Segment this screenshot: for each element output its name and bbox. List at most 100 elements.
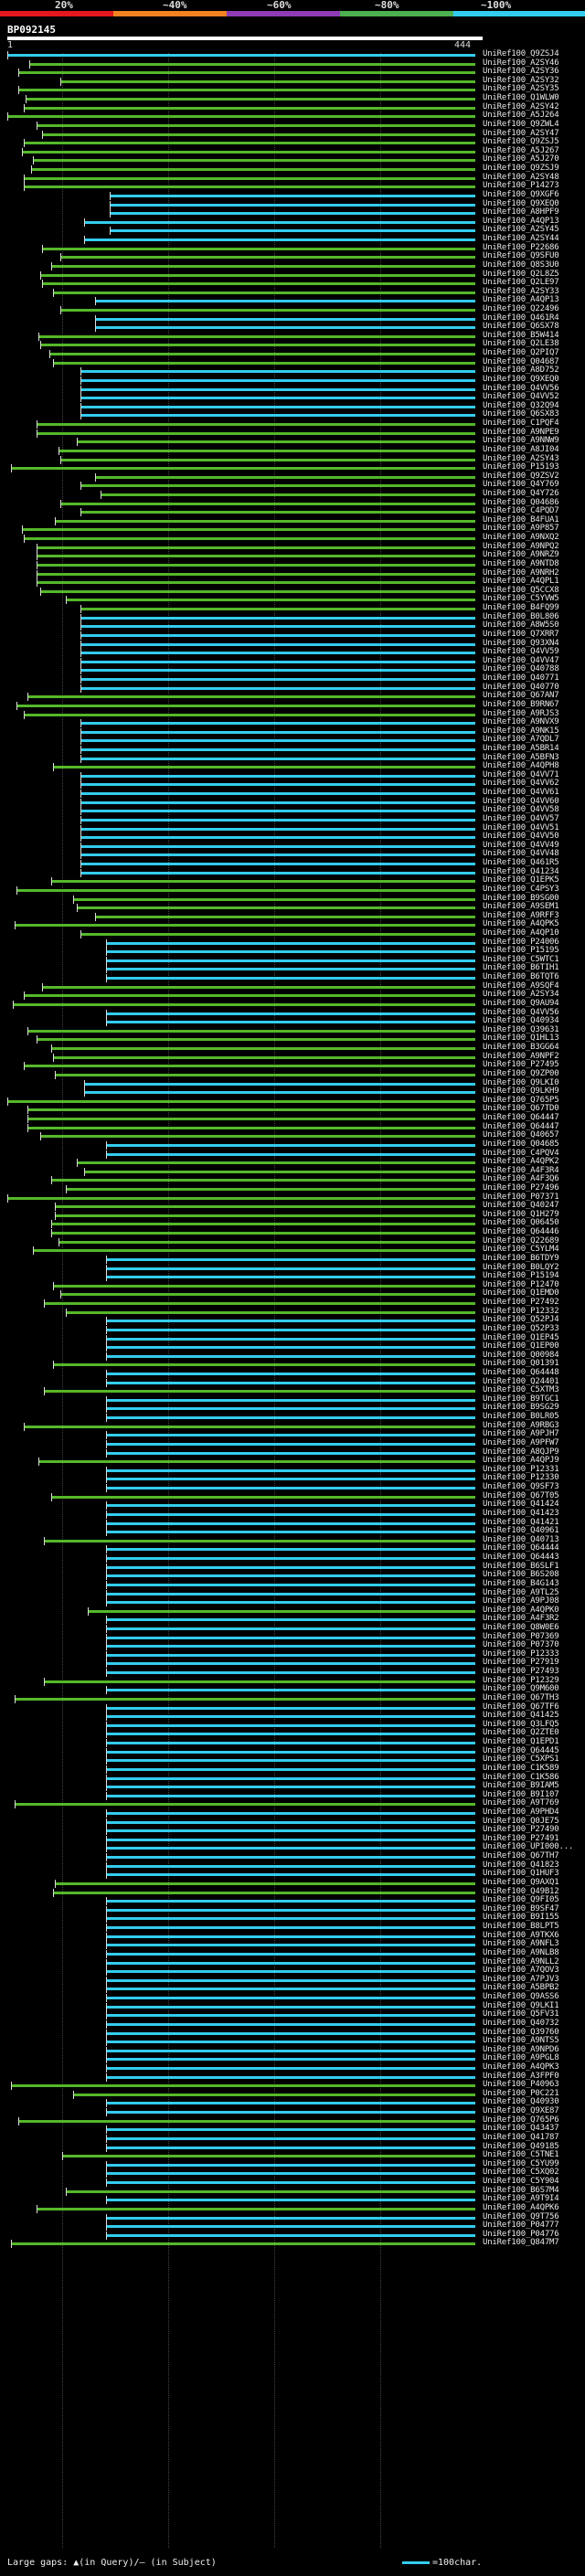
alignment-bar[interactable]	[24, 186, 475, 189]
hit-row[interactable]: UniRef100_P04776	[0, 2230, 585, 2240]
alignment-bar[interactable]	[53, 361, 475, 365]
hit-row[interactable]: UniRef100_Q4VV50	[0, 832, 585, 843]
hit-label[interactable]: UniRef100_B6TQT6	[483, 972, 559, 982]
alignment-bar[interactable]	[88, 1609, 475, 1613]
hit-row[interactable]: UniRef100_A4QP13	[0, 217, 585, 227]
alignment-bar[interactable]	[106, 2005, 475, 2009]
hit-row[interactable]: UniRef100_P12329	[0, 1676, 585, 1686]
hit-label[interactable]: UniRef100_Q4VV60	[483, 796, 559, 806]
alignment-bar[interactable]	[106, 1373, 475, 1375]
alignment-bar[interactable]	[55, 1073, 475, 1076]
hit-row[interactable]: UniRef100_C1PQF4	[0, 419, 585, 429]
alignment-bar[interactable]	[106, 1988, 475, 1991]
hit-label[interactable]: UniRef100_A2SY33	[483, 286, 559, 296]
hit-row[interactable]: UniRef100_Q41423	[0, 1509, 585, 1519]
hit-label[interactable]: UniRef100_A9TL25	[483, 1587, 559, 1597]
alignment-bar[interactable]	[106, 1970, 475, 1974]
hit-label[interactable]: UniRef100_Q8S3U0	[483, 260, 559, 270]
hit-row[interactable]: UniRef100_A2SY48	[0, 173, 585, 183]
alignment-bar[interactable]	[80, 792, 475, 796]
hit-label[interactable]: UniRef100_Q41425	[483, 1711, 559, 1721]
alignment-bar[interactable]	[106, 1794, 475, 1797]
hit-row[interactable]: UniRef100_A9SEM1	[0, 902, 585, 913]
hit-row[interactable]: UniRef100_B8LPT5	[0, 1922, 585, 1933]
alignment-bar[interactable]	[62, 2155, 475, 2158]
hit-row[interactable]: UniRef100_P15195	[0, 946, 585, 957]
hit-row[interactable]: UniRef100_Q1EP00	[0, 1341, 585, 1352]
alignment-bar[interactable]	[16, 888, 475, 892]
alignment-bar[interactable]	[80, 686, 475, 690]
hit-row[interactable]: UniRef100_A9T769	[0, 1798, 585, 1809]
hit-row[interactable]: UniRef100_Q93XN4	[0, 639, 585, 649]
alignment-bar[interactable]	[80, 800, 475, 804]
alignment-bar[interactable]	[106, 1574, 475, 1578]
hit-row[interactable]: UniRef100_A9TL25	[0, 1587, 585, 1598]
alignment-bar[interactable]	[80, 414, 475, 418]
alignment-bar[interactable]	[110, 212, 475, 216]
hit-row[interactable]: UniRef100_A8QJP9	[0, 1447, 585, 1458]
hit-label[interactable]: UniRef100_A4QPH8	[483, 761, 559, 771]
hit-label[interactable]: UniRef100_P04777	[483, 2221, 559, 2231]
hit-row[interactable]: UniRef100_Q2PIQ7	[0, 348, 585, 359]
hit-row[interactable]: UniRef100_Q9XEQ0	[0, 375, 585, 385]
alignment-bar[interactable]	[53, 1284, 475, 1288]
hit-label[interactable]: UniRef100_Q4VV61	[483, 788, 559, 798]
alignment-bar[interactable]	[106, 1653, 475, 1657]
hit-label[interactable]: UniRef100_Q4Y726	[483, 489, 559, 498]
hit-row[interactable]: UniRef100_C1K589	[0, 1764, 585, 1774]
hit-row[interactable]: UniRef100_P12331	[0, 1465, 585, 1475]
hit-row[interactable]: UniRef100_Q1H279	[0, 1210, 585, 1220]
hit-label[interactable]: UniRef100_A9NPE9	[483, 427, 559, 437]
hit-label[interactable]: UniRef100_Q67TH7	[483, 1851, 559, 1861]
hit-row[interactable]: UniRef100_Q04685	[0, 1140, 585, 1150]
hit-row[interactable]: UniRef100_Q39760	[0, 2028, 585, 2038]
hit-label[interactable]: UniRef100_Q49185	[483, 2141, 559, 2151]
hit-row[interactable]: UniRef100_A2SY47	[0, 129, 585, 139]
hit-row[interactable]: UniRef100_B5W414	[0, 331, 585, 341]
hit-label[interactable]: UniRef100_P14273	[483, 181, 559, 191]
alignment-bar[interactable]	[106, 1944, 475, 1947]
alignment-bar[interactable]	[44, 1390, 475, 1394]
alignment-bar[interactable]	[106, 2225, 475, 2229]
hit-row[interactable]: UniRef100_Q1EMD0	[0, 1288, 585, 1299]
alignment-bar[interactable]	[106, 2128, 475, 2132]
hit-row[interactable]: UniRef100_Q4VV51	[0, 823, 585, 833]
hit-row[interactable]: UniRef100_A2SY36	[0, 67, 585, 78]
alignment-bar[interactable]	[84, 239, 475, 242]
hit-label[interactable]: UniRef100_A9SQF4	[483, 981, 559, 991]
hit-row[interactable]: UniRef100_A2SY33	[0, 286, 585, 297]
hit-row[interactable]: UniRef100_Q52P33	[0, 1324, 585, 1334]
alignment-bar[interactable]	[49, 353, 475, 356]
hit-row[interactable]: UniRef100_Q43437	[0, 2124, 585, 2135]
hit-row[interactable]: UniRef100_C5Y904	[0, 2177, 585, 2188]
hit-label[interactable]: UniRef100_Q9ZSJ4	[483, 49, 559, 58]
alignment-bar[interactable]	[106, 1662, 475, 1666]
alignment-bar[interactable]	[106, 1627, 475, 1630]
alignment-bar[interactable]	[80, 370, 475, 374]
hit-row[interactable]: UniRef100_A2SY43	[0, 454, 585, 464]
alignment-bar[interactable]	[106, 1715, 475, 1719]
hit-label[interactable]: UniRef100_P12330	[483, 1473, 559, 1483]
hit-label[interactable]: UniRef100_C5XTM3	[483, 1385, 559, 1395]
hit-row[interactable]: UniRef100_Q1EPK5	[0, 875, 585, 886]
alignment-bar[interactable]	[38, 334, 475, 338]
hit-label[interactable]: UniRef100_B9SG00	[483, 893, 559, 903]
hit-row[interactable]: UniRef100_Q5FV31	[0, 2009, 585, 2020]
hit-label[interactable]: UniRef100_A9SEM1	[483, 902, 559, 912]
hit-row[interactable]: UniRef100_A9NPQ2	[0, 542, 585, 552]
alignment-bar[interactable]	[106, 1864, 475, 1868]
hit-row[interactable]: UniRef100_A9NPD6	[0, 2045, 585, 2055]
alignment-bar[interactable]	[80, 933, 475, 936]
alignment-bar[interactable]	[106, 1952, 475, 1956]
alignment-bar[interactable]	[80, 633, 475, 637]
hit-label[interactable]: UniRef100_A8JI04	[483, 444, 559, 454]
alignment-bar[interactable]	[44, 1539, 475, 1542]
hit-row[interactable]: UniRef100_Q4VV56	[0, 1008, 585, 1018]
hit-label[interactable]: UniRef100_Q64447	[483, 1121, 559, 1131]
alignment-bar[interactable]	[106, 1723, 475, 1727]
hit-row[interactable]: UniRef100_Q1EP45	[0, 1333, 585, 1343]
hit-row[interactable]: UniRef100_C4PSY3	[0, 885, 585, 895]
hit-row[interactable]: UniRef100_Q9ZSJ5	[0, 137, 585, 148]
alignment-bar[interactable]	[106, 2111, 475, 2115]
hit-label[interactable]: UniRef100_A9PFW7	[483, 1437, 559, 1447]
